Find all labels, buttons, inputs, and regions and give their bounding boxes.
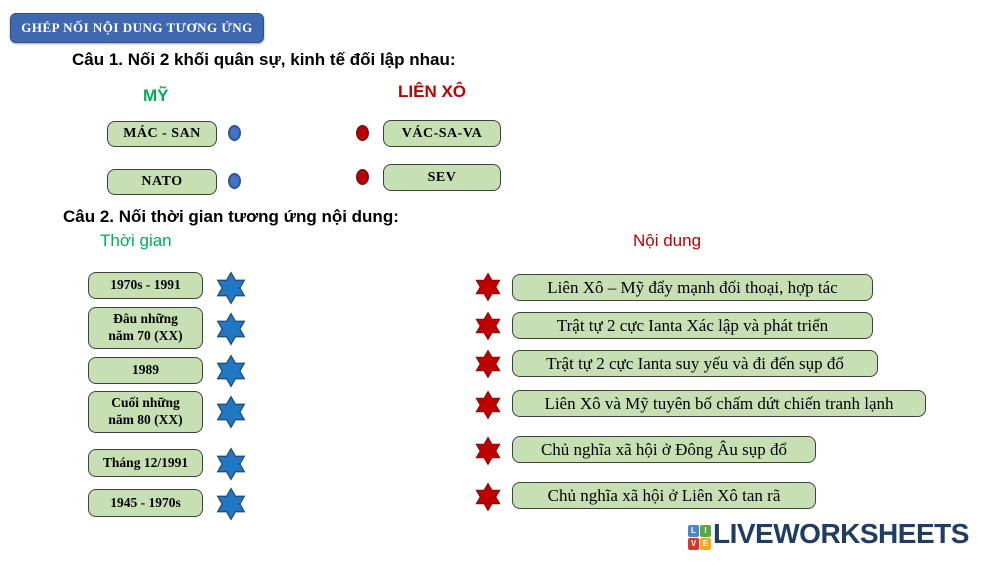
time-box: Cuối những năm 80 (XX) [88,391,203,433]
content-box: Trật tự 2 cực Ianta suy yếu và đi đến sụ… [512,350,878,377]
time-box: Đâu những năm 70 (XX) [88,307,203,349]
logo-tile-v: V [688,537,699,550]
question-2-heading: Câu 2. Nối thời gian tương ứng nội dung: [63,207,399,226]
star-connector-icon[interactable] [474,311,502,341]
dot-connector-icon[interactable] [356,125,369,141]
dot-connector-icon[interactable] [228,125,241,141]
column-label-my: MỸ [143,86,169,105]
content-box: Liên Xô và Mỹ tuyên bố chấm dứt chiến tr… [512,390,926,417]
column-label-lien-xo: LIÊN XÔ [398,82,467,101]
content-box: Chủ nghĩa xã hội ở Liên Xô tan rã [512,482,816,509]
star-connector-icon[interactable] [215,487,247,521]
dot-connector-icon[interactable] [228,173,241,189]
time-box: 1989 [88,357,203,384]
dot-connector-icon[interactable] [356,169,369,185]
star-connector-icon[interactable] [215,354,247,388]
content-box: Liên Xô – Mỹ đẩy mạnh đối thoại, hợp tác [512,274,873,301]
column-label-thoi-gian: Thời gian [100,231,172,250]
star-connector-icon[interactable] [215,447,247,481]
star-connector-icon[interactable] [215,395,247,429]
content-box: Trật tự 2 cực Ianta Xác lập và phát triể… [512,312,873,339]
cau1-right-box-sev: SEV [383,164,501,191]
logo-tile-e: E [700,537,711,550]
star-connector-icon[interactable] [474,349,502,379]
time-box: 1945 - 1970s [88,489,203,517]
logo-tile-l: L [688,524,699,537]
star-connector-icon[interactable] [474,436,502,466]
cau1-left-box-mac-san: MÁC - SAN [107,121,217,147]
question-1-heading: Câu 1. Nối 2 khối quân sự, kinh tế đối l… [72,50,456,69]
star-connector-icon[interactable] [474,390,502,420]
time-box: Tháng 12/1991 [88,449,203,477]
star-connector-icon[interactable] [215,271,247,305]
star-connector-icon[interactable] [474,272,502,302]
cau1-left-box-nato: NATO [107,169,217,195]
content-box: Chủ nghĩa xã hội ở Đông Âu sụp đổ [512,436,816,463]
liveworksheets-logo: L I V E LIVEWORKSHEETS [688,518,969,550]
column-label-noi-dung: Nội dung [633,231,702,250]
liveworksheets-grid-icon: L I V E [688,524,711,550]
time-box: 1970s - 1991 [88,272,203,299]
star-connector-icon[interactable] [474,482,502,512]
worksheet-title-badge: GHÉP NỐI NỘI DUNG TƯƠNG ỨNG [10,13,264,43]
cau1-right-box-vac-sa-va: VÁC-SA-VA [383,120,501,147]
star-connector-icon[interactable] [215,312,247,346]
liveworksheets-wordmark: LIVEWORKSHEETS [713,518,969,549]
logo-tile-i: I [700,524,711,537]
